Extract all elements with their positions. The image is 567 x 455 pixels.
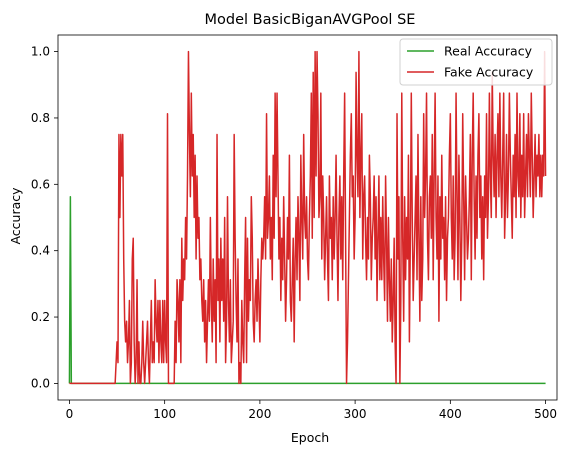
x-tick-label: 400 bbox=[439, 407, 462, 421]
y-tick-label: 0.8 bbox=[31, 111, 50, 125]
x-axis-label: Epoch bbox=[291, 430, 329, 445]
x-tick-label: 100 bbox=[153, 407, 176, 421]
series-line-2 bbox=[69, 50, 547, 385]
x-tick-label: 0 bbox=[66, 407, 74, 421]
x-tick-label: 500 bbox=[534, 407, 557, 421]
x-tick-label: 300 bbox=[344, 407, 367, 421]
legend-label: Fake Accuracy bbox=[444, 65, 534, 80]
y-tick-label: 0.4 bbox=[31, 244, 50, 258]
x-tick-label: 200 bbox=[248, 407, 271, 421]
plot-frame bbox=[57, 34, 558, 401]
y-tick-label: 0.2 bbox=[31, 310, 50, 324]
y-tick-label: 1.0 bbox=[31, 45, 50, 59]
y-tick-label: 0.6 bbox=[31, 177, 50, 191]
y-tick-label: 0.0 bbox=[31, 376, 50, 390]
x-axis: 0 100 200 300 400 500 bbox=[66, 400, 557, 421]
legend: Real Accuracy Fake Accuracy bbox=[399, 38, 553, 86]
series-line-1 bbox=[68, 196, 546, 385]
y-axis: 0.0 0.2 0.4 0.6 0.8 1.0 bbox=[31, 45, 58, 390]
plot-area bbox=[57, 34, 558, 401]
legend-box bbox=[399, 38, 553, 86]
y-axis-label: Accuracy bbox=[8, 187, 23, 245]
chart-title: Model BasicBiganAVGPool SE bbox=[205, 12, 416, 28]
legend-label: Real Accuracy bbox=[444, 44, 533, 59]
